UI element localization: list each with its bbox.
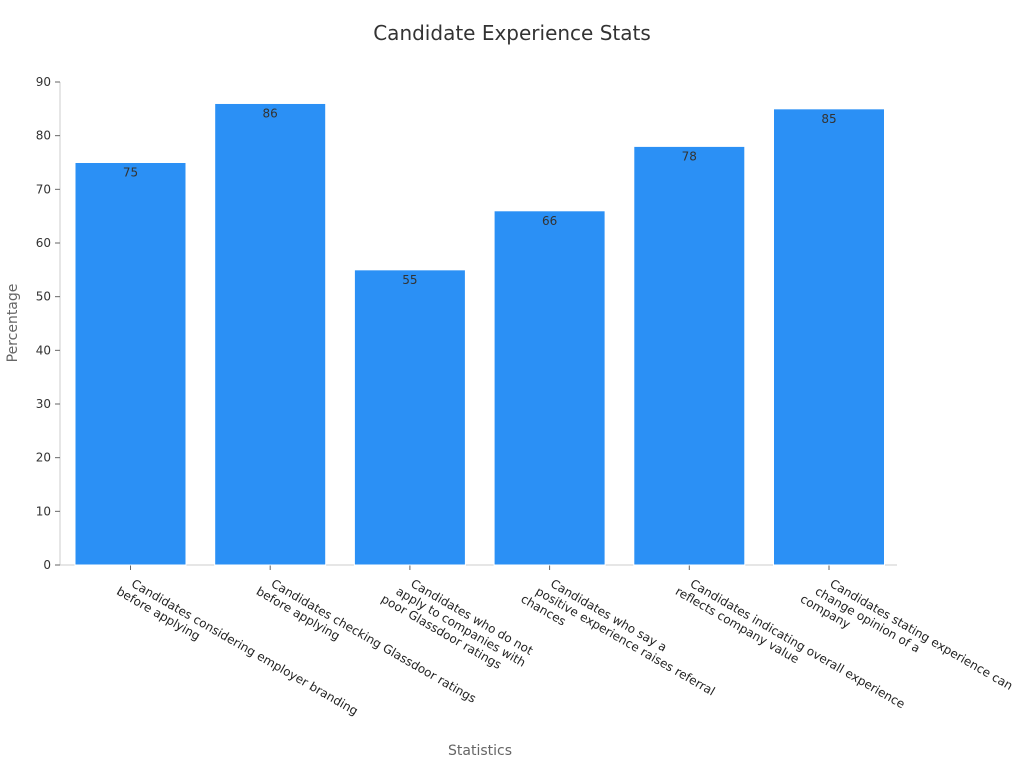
data-label: 85	[821, 112, 836, 126]
x-category-label: Candidates indicating overall experience…	[673, 572, 907, 723]
y-tick-label: 80	[36, 129, 51, 143]
x-axis	[60, 564, 897, 570]
data-label: 55	[402, 273, 417, 287]
data-labels: 75 86 55 66 78 85	[123, 106, 837, 286]
bar	[493, 210, 606, 566]
bar	[633, 145, 746, 566]
y-axis-title: Percentage	[5, 284, 21, 363]
data-label: 78	[682, 149, 697, 163]
y-tick-label: 40	[36, 343, 51, 357]
x-category-label-line: reflects company value	[673, 584, 801, 666]
bar	[214, 102, 327, 566]
data-label: 75	[123, 166, 138, 180]
bar	[353, 269, 466, 566]
y-axis: 0 10 20 30 40 50 60 70 80 90	[36, 75, 61, 572]
y-tick-label: 70	[36, 182, 51, 196]
y-tick-label: 20	[36, 451, 51, 465]
x-axis-title: Statistics	[448, 743, 512, 759]
y-tick-label: 50	[36, 290, 51, 304]
x-category-label-line: Candidates considering employer branding	[129, 576, 360, 718]
y-tick-label: 60	[36, 236, 51, 250]
x-category-label: Candidates considering employer branding…	[114, 572, 360, 730]
data-label: 86	[263, 106, 278, 120]
bar	[773, 108, 885, 566]
bars	[74, 102, 885, 566]
x-category-label: Candidates stating experience canchange …	[798, 567, 1015, 717]
bar	[74, 162, 187, 566]
data-label: 66	[542, 214, 557, 228]
y-tick-label: 90	[36, 75, 51, 89]
x-category-label-line: Candidates indicating overall experience	[688, 576, 908, 711]
chart-title: Candidate Experience Stats	[373, 21, 651, 45]
y-tick-label: 10	[36, 504, 51, 518]
category-labels: Candidates considering employer branding…	[114, 567, 1015, 730]
y-tick-label: 30	[36, 397, 51, 411]
y-tick-label: 0	[43, 558, 51, 572]
